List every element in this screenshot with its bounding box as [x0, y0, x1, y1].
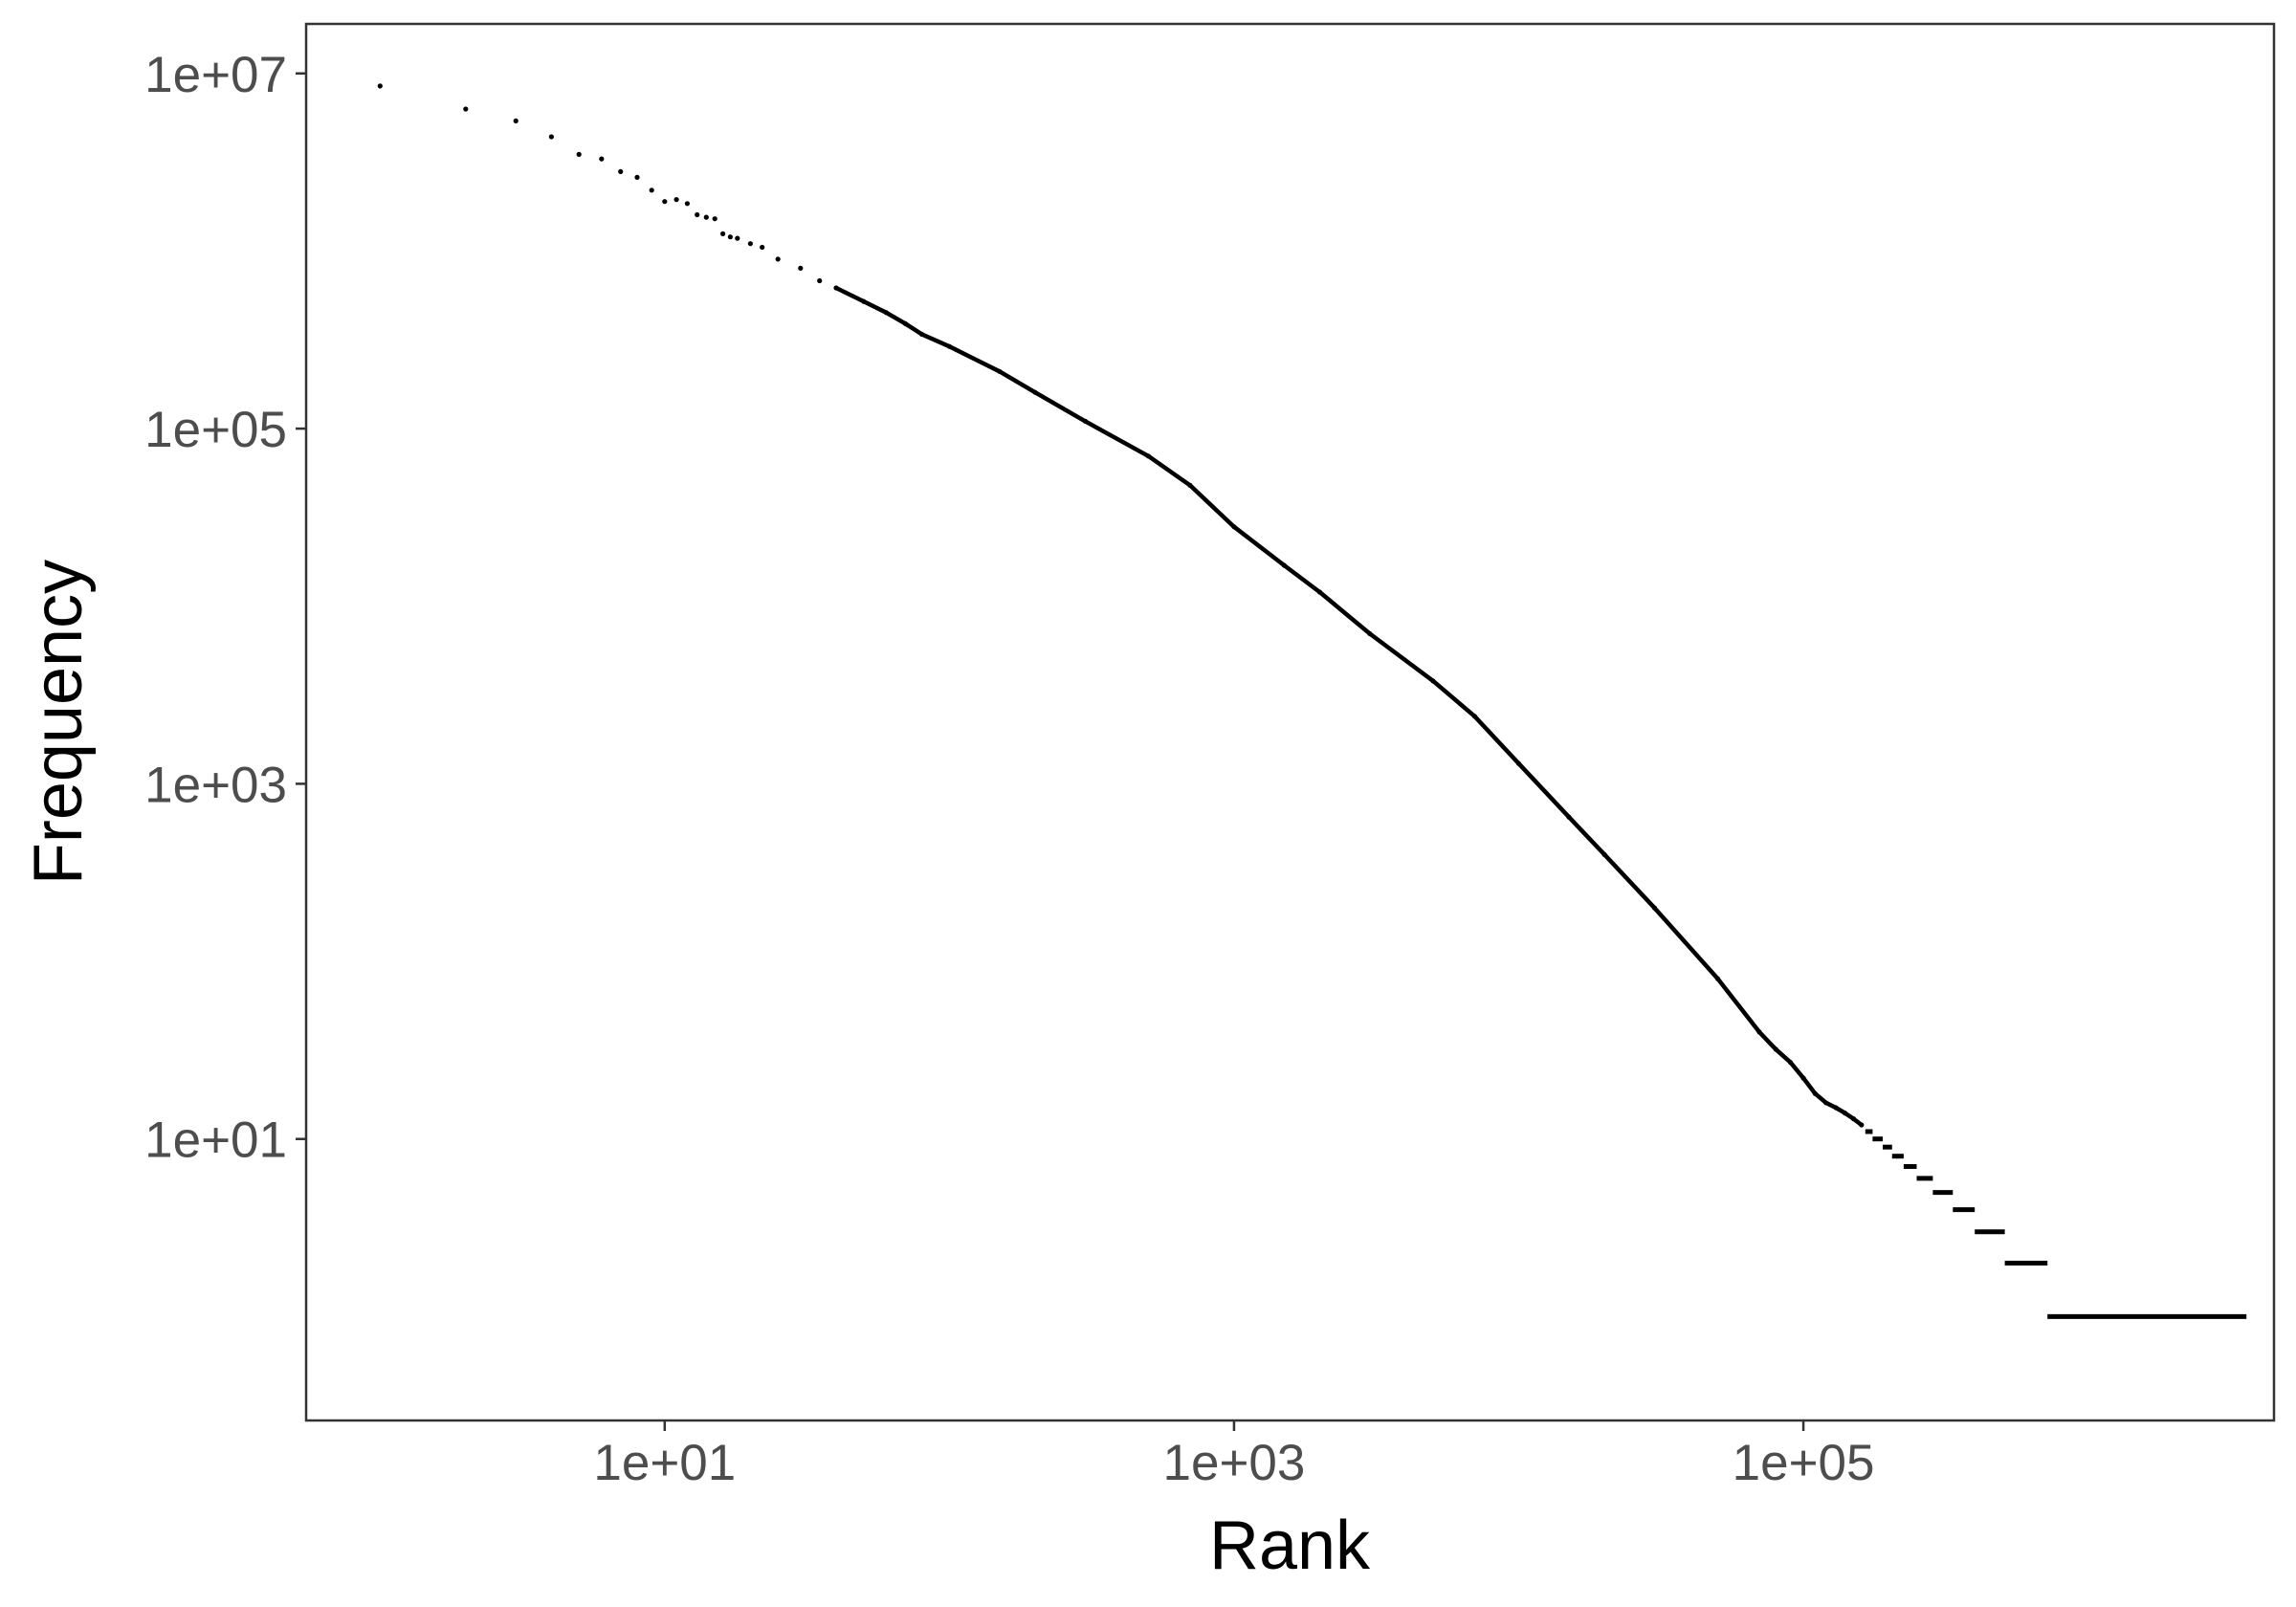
data-point: [695, 211, 700, 218]
y-tick-label: 1e+01: [144, 1112, 287, 1169]
plot-panel-border: [304, 22, 2276, 1422]
data-point: [747, 241, 754, 247]
data-point: [712, 216, 718, 222]
data-point: [618, 168, 624, 174]
data-point: [798, 265, 804, 271]
data-point: [673, 197, 679, 203]
data-series-line: [835, 285, 1864, 1127]
data-point: [775, 256, 781, 262]
y-tick-label: 1e+07: [144, 47, 287, 103]
y-tick-label: 1e+05: [144, 402, 287, 458]
data-point: [720, 231, 726, 236]
y-tick-label: 1e+03: [144, 757, 287, 813]
data-point: [684, 201, 691, 207]
data-point: [760, 244, 765, 251]
data-point: [662, 199, 668, 205]
data-point: [463, 106, 469, 112]
x-axis-title: Rank: [1209, 1508, 1371, 1584]
data-point: [649, 187, 654, 193]
data-point: [634, 174, 640, 180]
data-point: [576, 151, 582, 157]
data-point: [817, 277, 823, 284]
x-tick-label: 1e+01: [593, 1435, 736, 1491]
y-axis: 1e+01 1e+03 1e+05 1e+07: [144, 47, 306, 1169]
data-point: [735, 235, 740, 241]
data-points-layer: [377, 83, 2247, 1319]
data-point: [703, 214, 709, 220]
data-point: [548, 134, 555, 140]
y-axis-title: Frequency: [20, 560, 97, 885]
x-axis: 1e+01 1e+03 1e+05: [593, 1420, 1874, 1491]
data-point: [599, 156, 605, 162]
x-tick-label: 1e+03: [1163, 1435, 1306, 1491]
data-point: [513, 118, 519, 123]
x-tick-label: 1e+05: [1733, 1435, 1875, 1491]
data-point: [727, 234, 734, 240]
data-point: [377, 83, 383, 89]
